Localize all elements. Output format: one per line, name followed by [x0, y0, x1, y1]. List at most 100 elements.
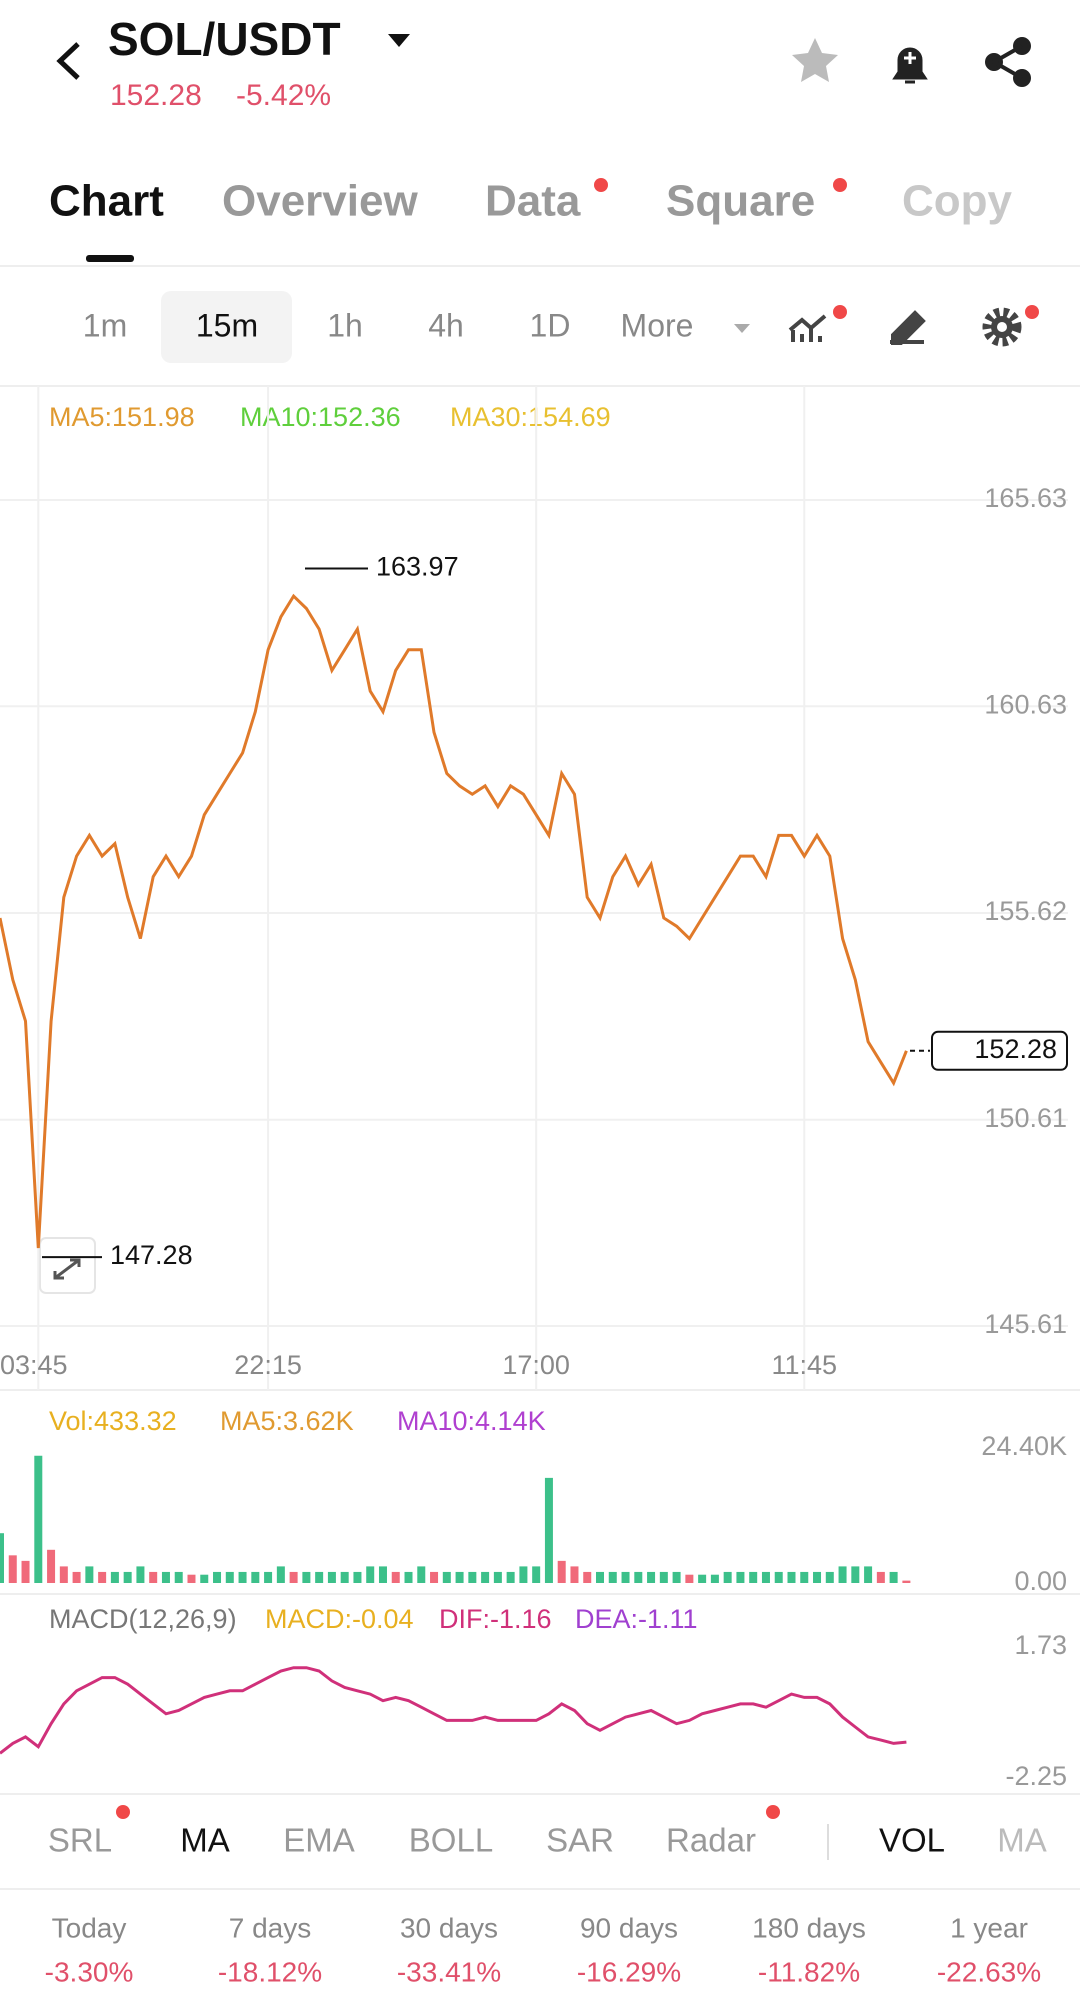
- alert-icon[interactable]: [892, 47, 928, 84]
- indicator-tab[interactable]: BOLL: [409, 1822, 493, 1859]
- volume-bar: [8, 1555, 17, 1583]
- red-dot: [594, 178, 608, 192]
- draw-icon[interactable]: [890, 310, 926, 345]
- volume-bar: [327, 1571, 336, 1583]
- volume-bar: [404, 1571, 413, 1583]
- interval[interactable]: 15m: [196, 307, 258, 343]
- volume-bar: [544, 1477, 553, 1583]
- interval[interactable]: 4h: [428, 307, 464, 343]
- indicator-tab[interactable]: MA: [180, 1822, 230, 1859]
- interval[interactable]: 1D: [530, 307, 571, 343]
- volume-bar: [213, 1571, 222, 1583]
- volume-bar: [570, 1566, 579, 1583]
- volume-bar: [838, 1566, 847, 1583]
- red-dot: [116, 1805, 130, 1819]
- stat-label: 90 days: [580, 1912, 678, 1943]
- volume-bar: [110, 1571, 119, 1583]
- volume-bar: [366, 1566, 375, 1583]
- legend-entry: Vol:433.32: [49, 1406, 177, 1436]
- volume-bar: [98, 1571, 107, 1583]
- favorite-icon[interactable]: [792, 38, 838, 82]
- volume-bar: [340, 1571, 349, 1583]
- volume-bar: [481, 1571, 490, 1583]
- y-tick-label: 0.00: [1014, 1566, 1067, 1596]
- volume-bar: [608, 1571, 617, 1583]
- change: -5.42%: [236, 79, 331, 112]
- expand-icon: [53, 1258, 81, 1280]
- indicator-icon[interactable]: [788, 314, 827, 342]
- stat-label: Today: [52, 1912, 127, 1943]
- volume-bar: [851, 1566, 860, 1583]
- volume-bar: [200, 1574, 209, 1583]
- pair-title[interactable]: SOL/USDT: [108, 13, 341, 65]
- volume-bar: [659, 1571, 668, 1583]
- volume-bar: [506, 1571, 515, 1583]
- tab[interactable]: Copy: [902, 177, 1013, 226]
- y-tick-label: 155.62: [984, 896, 1067, 926]
- tab-underline: [86, 255, 134, 262]
- interval[interactable]: 1m: [83, 307, 127, 343]
- volume-bar: [723, 1571, 732, 1583]
- line: [0, 593, 908, 1249]
- volume-bar: [136, 1566, 145, 1583]
- indicator-tab[interactable]: Radar: [666, 1822, 756, 1859]
- tab[interactable]: Data: [485, 177, 581, 226]
- volume-bar: [787, 1571, 796, 1583]
- indicator-tab[interactable]: VOL: [879, 1822, 945, 1859]
- stat-value: -22.63%: [937, 1956, 1041, 1987]
- tab[interactable]: Overview: [222, 177, 418, 226]
- interval[interactable]: 1h: [327, 307, 363, 343]
- volume-bar: [493, 1571, 502, 1583]
- volume-bar: [647, 1571, 656, 1583]
- stat-value: -33.41%: [397, 1956, 501, 1987]
- high-label: 163.97: [376, 552, 459, 582]
- interval-selected-bg: [161, 291, 292, 363]
- legend-entry: DEA:-1.11: [575, 1604, 698, 1634]
- volume-bar: [621, 1571, 630, 1583]
- y-tick-label: 160.63: [984, 689, 1067, 719]
- settings-icon[interactable]: [982, 307, 1022, 347]
- tabs: Chart Overview Data Square Copy: [49, 177, 1013, 226]
- legend-entry: MACD:-0.04: [265, 1604, 414, 1634]
- x-tick-label: 03:45: [0, 1350, 68, 1380]
- volume-bar: [391, 1571, 400, 1583]
- legend-entry: MA5:151.98: [49, 402, 195, 432]
- volume-bar: [187, 1574, 196, 1583]
- legend-entry: MA5:3.62K: [220, 1406, 354, 1436]
- volume-bar: [0, 1533, 4, 1583]
- stat-value: -18.12%: [218, 1956, 322, 1987]
- interval[interactable]: More: [621, 307, 694, 343]
- volume-bar: [532, 1566, 541, 1583]
- volume-bar: [761, 1571, 770, 1583]
- expand-button[interactable]: [39, 1237, 96, 1294]
- last-price-label: 152.28: [974, 1034, 1057, 1064]
- tab[interactable]: Chart: [49, 177, 164, 226]
- indicator-tab[interactable]: SAR: [546, 1822, 614, 1859]
- red-dot: [1025, 305, 1039, 319]
- stat-value: -11.82%: [758, 1956, 860, 1987]
- volume-bar: [813, 1571, 822, 1583]
- volume-bar: [468, 1571, 477, 1583]
- volume-bar: [800, 1571, 809, 1583]
- intervals: 1m 15m 1h 4h 1D More: [83, 307, 694, 343]
- volume-bar: [698, 1574, 707, 1583]
- stat-value: -3.30%: [45, 1956, 134, 1987]
- pair-dropdown[interactable]: [388, 34, 410, 47]
- tab[interactable]: Square: [666, 177, 815, 226]
- volume-bar: [596, 1571, 605, 1583]
- legend-entry: MA10:152.36: [240, 402, 401, 432]
- volume-bar: [251, 1571, 260, 1583]
- indicator-tab[interactable]: MA: [997, 1822, 1047, 1859]
- share-icon[interactable]: [985, 37, 1031, 87]
- stat-label: 30 days: [400, 1912, 498, 1943]
- indicator-tab[interactable]: EMA: [283, 1822, 355, 1859]
- volume-bar: [21, 1560, 30, 1583]
- volume-bar: [685, 1574, 694, 1583]
- volume-bar: [634, 1571, 643, 1583]
- volume-bar: [710, 1574, 719, 1583]
- indicator-tab[interactable]: SRL: [48, 1822, 112, 1859]
- volume-bar: [825, 1571, 834, 1583]
- volume-bar: [85, 1566, 94, 1583]
- volume-bar: [353, 1571, 362, 1583]
- back-button[interactable]: [56, 42, 80, 80]
